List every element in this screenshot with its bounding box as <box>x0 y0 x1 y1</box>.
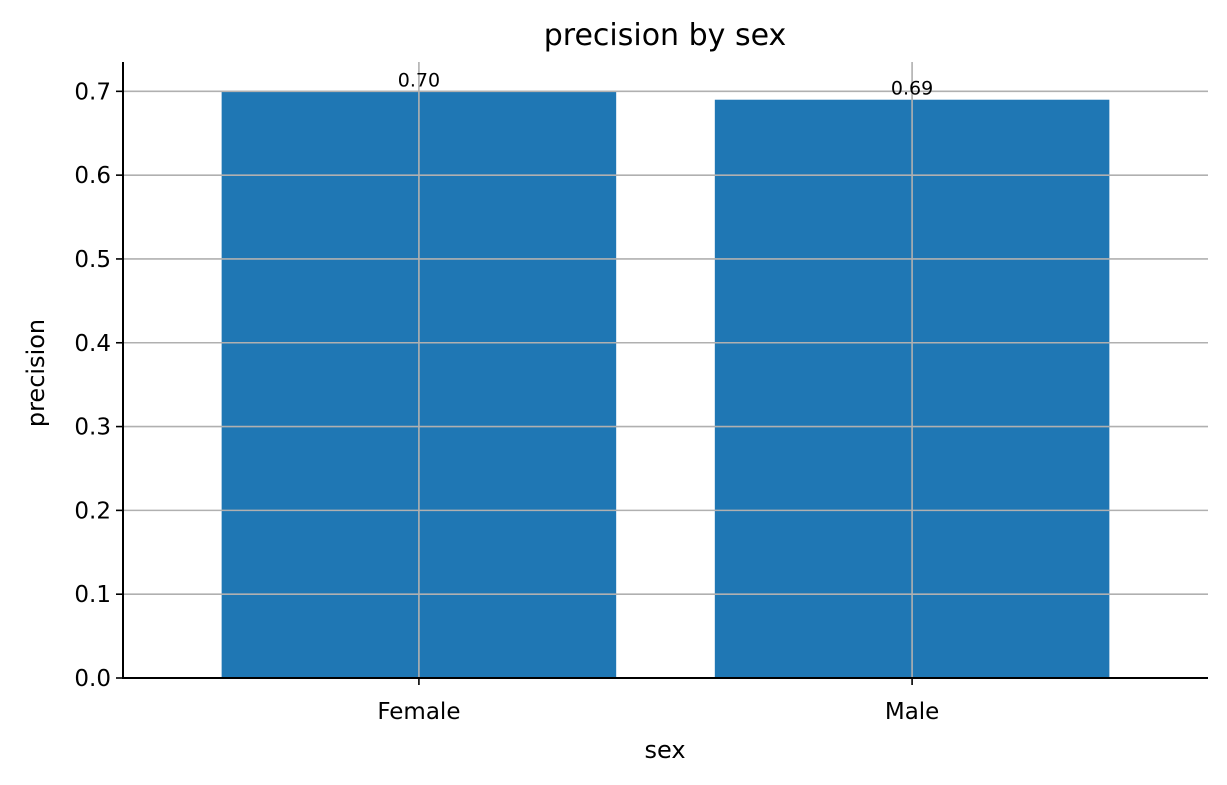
ticks-layer: 0.0 0.1 0.2 0.3 0.4 0.5 0.6 0.7 Female Male <box>74 79 939 725</box>
axes-layer <box>122 62 1208 679</box>
y-tick-label: 0.4 <box>74 331 111 357</box>
data-label-female: 0.70 <box>398 69 440 91</box>
data-labels-layer: 0.70 0.69 <box>398 69 933 99</box>
chart-title: precision by sex <box>544 18 787 53</box>
y-tick-label: 0.7 <box>74 79 111 105</box>
y-axis-label: precision <box>22 319 50 427</box>
x-tick-label: Female <box>377 699 460 725</box>
grid-layer <box>123 62 1208 678</box>
y-tick-label: 0.6 <box>74 163 111 189</box>
y-tick-label: 0.5 <box>74 247 111 273</box>
bars-layer <box>221 91 1110 679</box>
y-tick-label: 0.2 <box>74 498 111 524</box>
y-tick-label: 0.3 <box>74 415 111 441</box>
x-axis-label: sex <box>644 736 685 764</box>
y-tick-label: 0.1 <box>74 582 111 608</box>
data-label-male: 0.69 <box>891 78 933 100</box>
y-tick-label: 0.0 <box>74 666 111 692</box>
x-tick-label: Male <box>885 699 939 725</box>
